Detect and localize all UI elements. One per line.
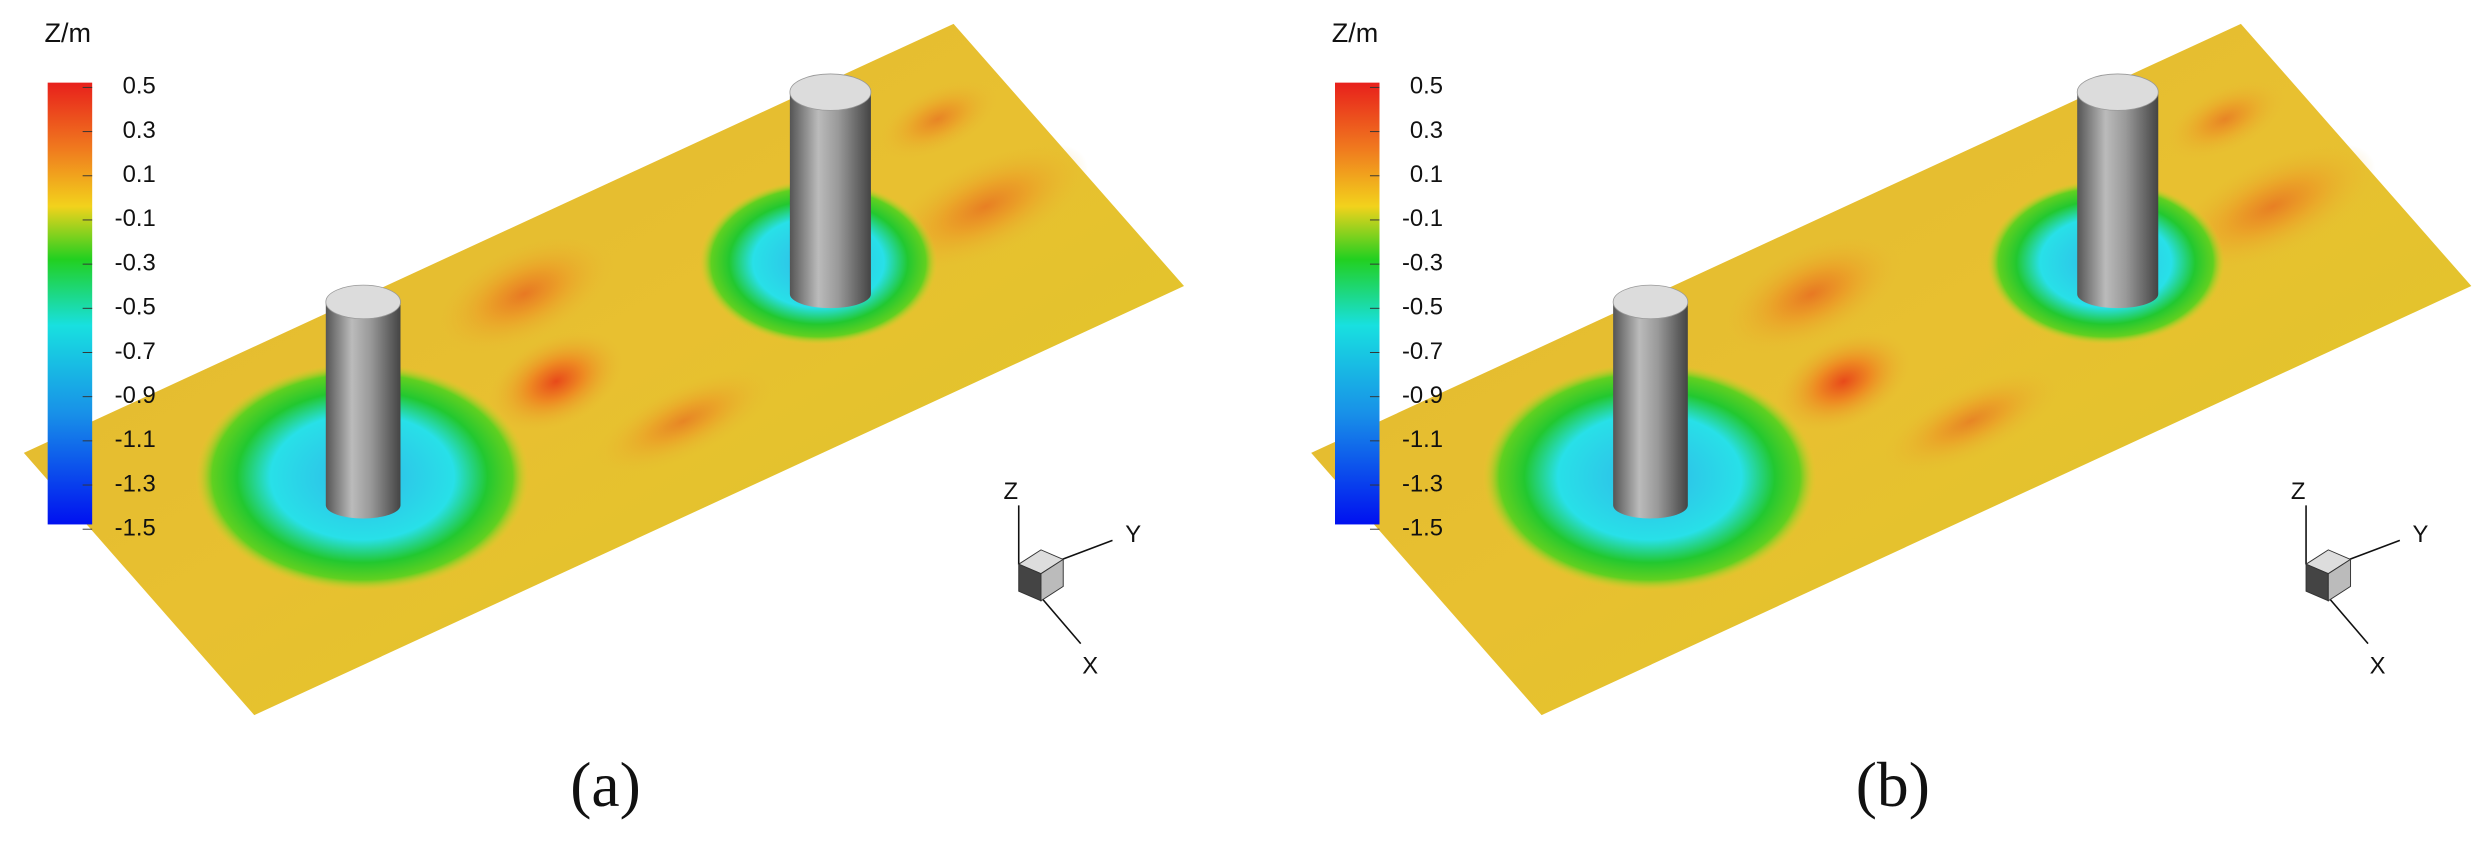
colorbar-label: 0.1: [1410, 161, 1443, 188]
deposit: [882, 142, 1089, 271]
axis-label: Y: [2413, 521, 2429, 548]
caption: (b): [1856, 749, 1930, 820]
deposit: [1723, 234, 1901, 354]
colorbar-label: -0.5: [115, 294, 156, 321]
colorbar-label: -1.5: [1402, 515, 1443, 542]
deposit: [488, 331, 624, 432]
panel: Z/m 0.5 0.3 0.1 -0.1 -0.3 -0.5 -0.7 -0.9 -1.1 -1.3…: [23, 18, 1185, 820]
axis-label: Y: [1125, 521, 1141, 548]
deposit: [878, 79, 997, 159]
colorbar: [47, 82, 93, 525]
panel: Z/m 0.5 0.3 0.1 -0.1 -0.3 -0.5 -0.7 -0.9 -1.1 -1.3…: [1311, 18, 2472, 820]
pier: [325, 301, 401, 519]
colorbar: [1335, 82, 1380, 525]
colorbar-label: -0.3: [1402, 249, 1443, 276]
pier-top: [789, 73, 872, 111]
colorbar-label: -0.5: [1402, 294, 1443, 321]
deposit: [2165, 79, 2285, 159]
axis-label: Z: [1004, 478, 1019, 505]
pier-top: [325, 284, 401, 320]
colorbar-label: 0.5: [123, 73, 156, 100]
caption: (a): [570, 749, 641, 820]
pier: [789, 92, 871, 309]
colorbar-label: 0.1: [123, 161, 156, 188]
deposit: [435, 234, 614, 354]
colorbar-label: -1.1: [115, 426, 156, 453]
colorbar-label: 0.3: [1410, 117, 1443, 144]
deposit: [1883, 369, 2059, 473]
cube-right: [2327, 558, 2352, 602]
colorbar-title: Z/m: [44, 18, 91, 48]
cube-right: [1040, 558, 1064, 602]
colorbar-label: 0.3: [123, 117, 156, 144]
colorbar-label: -0.9: [115, 382, 156, 409]
colorbar-label: -1.5: [115, 515, 156, 542]
axis-label: X: [1082, 653, 1098, 680]
colorbar-label: -0.9: [1402, 382, 1443, 409]
axis-triad: Z Y X: [2291, 478, 2429, 680]
colorbar-label: -1.3: [1402, 470, 1443, 497]
colorbar-label: -0.3: [115, 249, 156, 276]
pier-top: [1612, 284, 1689, 320]
deposit: [1776, 331, 1912, 432]
axis-triad: Z Y X: [1004, 478, 1142, 680]
deposit: [595, 369, 772, 473]
colorbar-label: -0.1: [1402, 205, 1443, 232]
pier: [2077, 92, 2159, 309]
axis-label: X: [2370, 653, 2386, 680]
axis-label: Z: [2291, 478, 2306, 505]
colorbar-label: -0.7: [1402, 338, 1443, 365]
colorbar-label: -1.3: [115, 470, 156, 497]
pier: [1613, 301, 1688, 519]
colorbar-title: Z/m: [1332, 18, 1379, 48]
deposit: [2169, 142, 2376, 271]
colorbar-label: -0.7: [115, 338, 156, 365]
colorbar-label: 0.5: [1410, 73, 1443, 100]
pier-top: [2076, 73, 2159, 111]
colorbar-label: -1.1: [1402, 426, 1443, 453]
colorbar-label: -0.1: [115, 205, 156, 232]
